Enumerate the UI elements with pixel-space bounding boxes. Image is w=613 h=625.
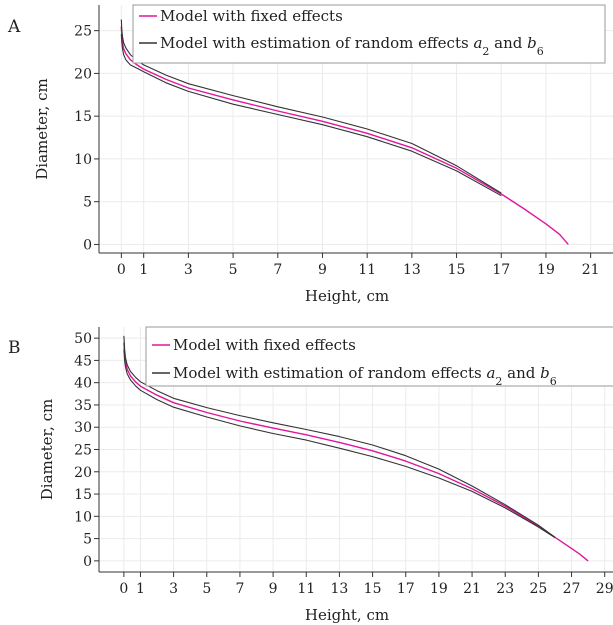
legend-label-random: Model with estimation of random effects … (160, 34, 544, 58)
x-tick-label: 0 (117, 262, 126, 278)
fixed-effects-line (123, 342, 589, 562)
legend-label-fixed: Model with fixed effects (160, 7, 343, 25)
x-tick-label: 11 (358, 262, 376, 278)
legend-label-random: Model with estimation of random effects … (173, 364, 557, 388)
x-tick-label: 9 (318, 262, 327, 278)
x-tick-label: 3 (169, 581, 178, 597)
random-effects-line (123, 335, 556, 538)
y-axis-label: Diameter, cm (33, 78, 51, 179)
y-tick-label: 0 (83, 554, 92, 570)
x-axis-label: Height, cm (305, 287, 389, 305)
panel-letter: A (7, 17, 21, 37)
x-tick-label: 25 (529, 581, 547, 597)
x-tick-label: 17 (492, 262, 510, 278)
y-tick-label: 5 (83, 532, 92, 548)
legend-box (145, 326, 613, 387)
y-tick-label: 15 (74, 109, 92, 125)
legend-box (132, 4, 606, 64)
y-tick-label: 5 (83, 195, 92, 211)
y-tick-label: 50 (74, 331, 92, 347)
x-tick-label: 7 (235, 581, 244, 597)
random-effects-line (123, 349, 556, 539)
legend-text-part-mid: and (502, 364, 540, 382)
x-tick-label: 17 (397, 581, 415, 597)
y-tick-label: 20 (74, 66, 92, 82)
panel-b-chart: B0 1 3 5 7 9 11 13 15 17 19 21 23 25 27 290510152025303… (8, 326, 613, 624)
x-tick-label: 19 (430, 581, 448, 597)
x-tick-label: 21 (582, 262, 600, 278)
legend-text-part-sub2: 6 (550, 375, 557, 388)
x-tick-label: 11 (297, 581, 315, 597)
x-tick-label: 21 (463, 581, 481, 597)
y-tick-label: 10 (74, 509, 92, 525)
x-tick-label: 15 (364, 581, 382, 597)
x-tick-label: 0 (119, 581, 128, 597)
x-tick-label: 9 (269, 581, 278, 597)
x-tick-label: 27 (563, 581, 581, 597)
y-tick-label: 30 (74, 420, 92, 436)
y-tick-label: 45 (74, 353, 92, 369)
random-effects-line (120, 19, 502, 194)
x-tick-label: 13 (403, 262, 421, 278)
x-tick-label: 1 (136, 581, 145, 597)
x-tick-label: 13 (331, 581, 349, 597)
y-tick-label: 35 (74, 398, 92, 414)
legend-text-part-sym2: b (540, 364, 550, 382)
y-axis-label: Diameter, cm (38, 399, 56, 500)
legend-text-part-label_prefix: Model with estimation of random effects (160, 34, 473, 52)
y-tick-label: 40 (74, 376, 92, 392)
x-tick-label: 5 (229, 262, 238, 278)
legend-text-part-sym1: a (486, 364, 495, 382)
legend-label-fixed: Model with fixed effects (173, 336, 356, 354)
fixed-effects-line (120, 26, 569, 245)
legend-text-part-sub1: 2 (482, 45, 489, 58)
panel-letter: B (8, 338, 21, 358)
x-tick-label: 3 (184, 262, 193, 278)
y-tick-label: 10 (74, 152, 92, 168)
x-axis-label: Height, cm (305, 606, 389, 624)
x-tick-label: 15 (448, 262, 466, 278)
x-tick-label: 23 (496, 581, 514, 597)
y-tick-label: 0 (83, 237, 92, 253)
y-tick-label: 20 (74, 465, 92, 481)
x-tick-label: 29 (596, 581, 613, 597)
y-tick-label: 25 (74, 443, 92, 459)
y-tick-label: 15 (74, 487, 92, 503)
y-tick-label: 25 (74, 24, 92, 40)
random-effects-line (120, 34, 502, 197)
x-tick-label: 19 (537, 262, 555, 278)
legend-text-part-sym1: a (473, 34, 482, 52)
legend-text-part-sub1: 2 (495, 375, 502, 388)
legend: Model with fixed effects Model with estim… (132, 4, 606, 64)
x-tick-label: 7 (273, 262, 282, 278)
x-tick-label: 1 (139, 262, 148, 278)
legend-text-part-mid: and (489, 34, 527, 52)
legend: Model with fixed effects Model with estim… (145, 326, 613, 388)
x-tick-label: 5 (202, 581, 211, 597)
legend-text-part-label_prefix: Model with estimation of random effects (173, 364, 486, 382)
legend-text-part-sub2: 6 (537, 45, 544, 58)
legend-text-part-sym2: b (527, 34, 537, 52)
